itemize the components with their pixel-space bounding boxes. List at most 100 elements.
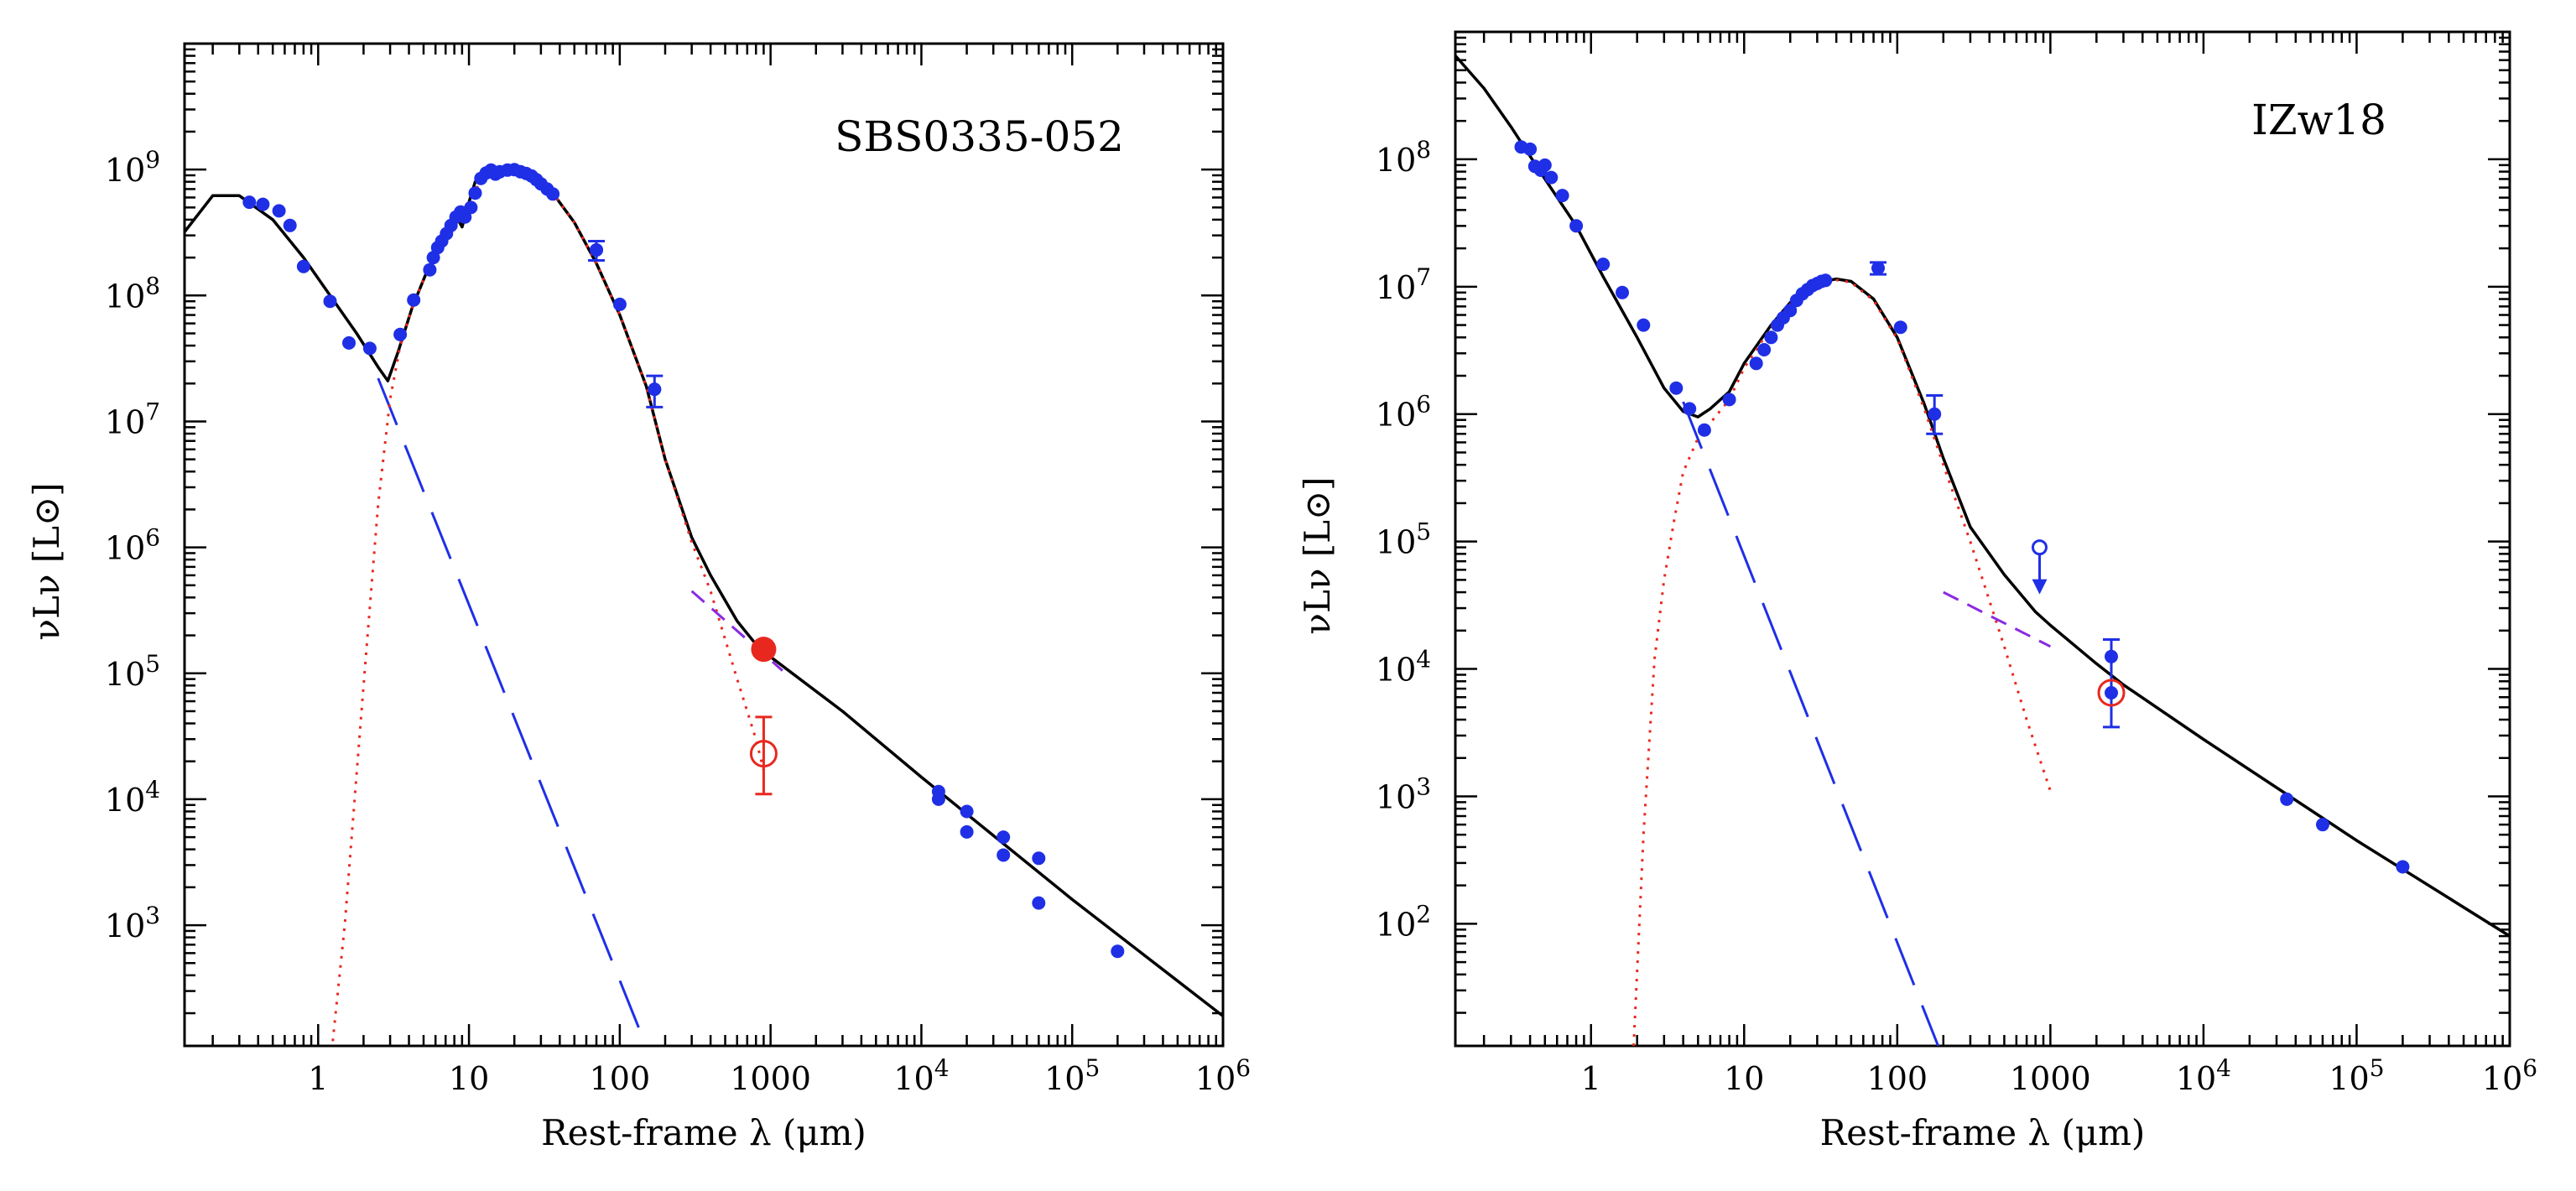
x-tick-label: 100 bbox=[590, 1060, 651, 1097]
ticks bbox=[185, 42, 1225, 1046]
data-point bbox=[1757, 343, 1772, 356]
x-tick-label: 106 bbox=[2482, 1054, 2537, 1097]
error-bar bbox=[1870, 261, 1887, 276]
plot-area bbox=[1455, 55, 2510, 1046]
data-point bbox=[2105, 649, 2118, 663]
y-tick-label: 108 bbox=[105, 272, 160, 315]
error-bar bbox=[1926, 394, 1944, 435]
data-point bbox=[1616, 285, 1629, 299]
x-tick-label: 104 bbox=[893, 1054, 949, 1097]
y-tick-label: 107 bbox=[105, 398, 160, 440]
dust-component-line bbox=[331, 168, 765, 1042]
data-point bbox=[1111, 944, 1125, 959]
data-point bbox=[242, 195, 257, 210]
data-point bbox=[590, 243, 603, 257]
data-point bbox=[1893, 320, 1907, 335]
y-tick-label: 102 bbox=[1376, 900, 1431, 943]
x-tick-label: 10 bbox=[449, 1060, 489, 1097]
data-point bbox=[1783, 304, 1798, 318]
blue-point bbox=[2315, 818, 2329, 832]
data-point bbox=[1596, 257, 1611, 272]
data-point bbox=[464, 200, 478, 215]
data-point bbox=[342, 335, 356, 350]
upper-limit-marker bbox=[2031, 539, 2048, 595]
data-point bbox=[960, 824, 974, 839]
data-point bbox=[1637, 318, 1651, 332]
data-point bbox=[546, 187, 560, 201]
y-tick-label: 109 bbox=[105, 146, 160, 189]
x-axis-title: Rest-frame λ (μm) bbox=[541, 1112, 866, 1153]
chart-panel-2: 1 10 100 1000 104 105 106 102 103 104 105 106 107 108… bbox=[1297, 30, 2537, 1153]
x-tick-label: 10 bbox=[1724, 1060, 1764, 1097]
x-tick-label: 105 bbox=[1044, 1054, 1100, 1097]
open-red-point bbox=[2097, 679, 2126, 707]
plot-title: IZw18 bbox=[2251, 96, 2386, 144]
x-tick-label: 105 bbox=[2329, 1054, 2384, 1097]
data-point bbox=[1722, 393, 1736, 407]
y-tick-label: 106 bbox=[1376, 391, 1431, 434]
x-tick-label: 1 bbox=[1581, 1060, 1601, 1097]
ticks bbox=[1455, 30, 2511, 1046]
radio-component-line bbox=[1943, 590, 2052, 648]
data-point bbox=[1683, 402, 1697, 416]
data-point bbox=[1819, 273, 1833, 288]
total-model-line bbox=[185, 168, 1223, 1017]
x-tick-label: 104 bbox=[2176, 1054, 2231, 1097]
data-point bbox=[1669, 381, 1684, 395]
data-point bbox=[1032, 851, 1046, 866]
data-point bbox=[1749, 356, 1763, 371]
data-point bbox=[362, 341, 377, 356]
data-point bbox=[272, 204, 286, 218]
data-point bbox=[1523, 142, 1538, 156]
y-axis-title: νLν [L⊙] bbox=[1297, 476, 1338, 634]
data-point bbox=[1032, 896, 1046, 910]
data-point bbox=[1555, 189, 1569, 203]
x-tick-label: 1000 bbox=[730, 1060, 811, 1097]
total-model-line bbox=[1455, 55, 2510, 938]
plot-frame bbox=[1454, 30, 2511, 1048]
data-point bbox=[296, 259, 310, 273]
data-point bbox=[323, 294, 337, 309]
data-point bbox=[960, 804, 974, 819]
x-tick-label: 1 bbox=[308, 1060, 328, 1097]
data-point bbox=[997, 848, 1011, 862]
blue-point bbox=[2280, 792, 2294, 806]
y-tick-label: 108 bbox=[1376, 136, 1431, 179]
data-point bbox=[612, 297, 627, 311]
x-tick-label: 106 bbox=[1195, 1054, 1251, 1097]
stellar-component-line bbox=[377, 377, 646, 1042]
data-point bbox=[407, 293, 421, 307]
data-point bbox=[997, 830, 1011, 845]
y-tick-label: 104 bbox=[105, 776, 160, 819]
x-tick-label: 1000 bbox=[2010, 1060, 2091, 1097]
radio-component-line bbox=[690, 590, 783, 672]
y-tick-label: 103 bbox=[105, 902, 160, 944]
x-axis-title: Rest-frame λ (μm) bbox=[1820, 1112, 2146, 1153]
dust-component-line bbox=[1632, 278, 2052, 1046]
data-point bbox=[393, 327, 408, 341]
blue-point bbox=[2396, 860, 2410, 874]
data-point bbox=[1538, 158, 1552, 172]
data-point bbox=[931, 792, 945, 806]
data-point bbox=[468, 186, 482, 200]
x-tick-label: 100 bbox=[1867, 1060, 1928, 1097]
filled-red-point bbox=[751, 637, 777, 663]
y-tick-label: 105 bbox=[105, 650, 160, 693]
y-tick-label: 107 bbox=[1376, 263, 1431, 306]
plot-title: SBS0335-052 bbox=[835, 112, 1124, 161]
y-axis-title: νLν [L⊙] bbox=[26, 482, 67, 640]
data-point bbox=[1764, 330, 1778, 345]
data-point bbox=[423, 263, 437, 277]
chart-panel-1: 1 10 100 1000 104 105 106 103 104 105 106 107 108 109… bbox=[26, 42, 1251, 1153]
data-point bbox=[1569, 219, 1584, 233]
data-point bbox=[1544, 170, 1559, 185]
plot-frame bbox=[183, 42, 1225, 1048]
plot-area bbox=[185, 163, 1223, 1042]
y-tick-label: 103 bbox=[1376, 772, 1431, 815]
data-point bbox=[283, 218, 297, 232]
stellar-component-line bbox=[1682, 401, 1939, 1046]
y-tick-label: 106 bbox=[105, 524, 160, 567]
open-red-point bbox=[749, 740, 778, 768]
data-point bbox=[648, 382, 662, 397]
